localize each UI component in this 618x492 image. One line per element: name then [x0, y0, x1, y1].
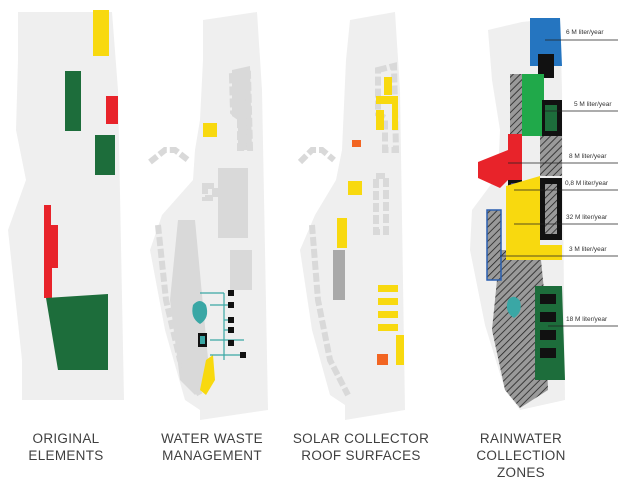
- zone-hatched: [510, 74, 522, 134]
- caption-original-elements: ORIGINAL ELEMENTS: [0, 430, 136, 464]
- caption-line: ORIGINAL: [32, 431, 100, 446]
- solar-surface: [396, 335, 404, 365]
- caption-line: WATER WASTE: [161, 431, 263, 446]
- caption-line: RAINWATER: [479, 431, 563, 446]
- solar-surface: [378, 298, 398, 305]
- zone-5m: [522, 74, 544, 136]
- zone-8m: [478, 134, 522, 188]
- zone-black: [538, 54, 554, 78]
- building-outline: [228, 70, 254, 151]
- caption-line: ROOF SURFACES: [301, 448, 421, 463]
- panel-rainwater-collection: [470, 18, 618, 410]
- solar-surface: [348, 181, 362, 195]
- building-block: [230, 250, 252, 290]
- building-outline: [155, 224, 203, 397]
- caption-line: COLLECTION: [476, 448, 566, 463]
- pipe-nodes: [198, 290, 246, 358]
- zone-5m-hatched: [545, 105, 557, 131]
- red-element-1: [106, 96, 118, 124]
- green-element-2: [95, 135, 115, 175]
- panel-original-elements: [8, 10, 124, 400]
- yellow-element: [93, 10, 109, 56]
- panel-water-waste-management: [148, 12, 268, 420]
- solar-surface: [376, 96, 392, 104]
- caption-rainwater-collection: RAINWATER COLLECTION ZONES: [451, 430, 591, 481]
- yellow-element: [200, 355, 215, 395]
- caption-water-waste-management: WATER WASTE MANAGEMENT: [142, 430, 282, 464]
- zone-hatched: [540, 136, 562, 176]
- solar-surface: [378, 311, 398, 318]
- yellow-element: [203, 123, 217, 137]
- building-outline: [309, 224, 351, 397]
- teal-element: [192, 301, 208, 324]
- volume-label: 6 M liter/year: [566, 29, 604, 36]
- caption-line: SOLAR COLLECTOR: [292, 431, 430, 446]
- volume-label: 3 M liter/year: [569, 246, 607, 253]
- orange-element: [352, 140, 361, 147]
- volume-label: 5 M liter/year: [574, 101, 612, 108]
- building-outline: [202, 183, 218, 201]
- site-outline: [300, 12, 405, 420]
- building-outline: [297, 147, 336, 165]
- zone-32m: [506, 176, 562, 260]
- building-outline: [227, 175, 243, 231]
- volume-label: 18 M liter/year: [566, 316, 608, 323]
- volume-label: 32 M liter/year: [566, 214, 608, 221]
- pipe-network: [200, 292, 244, 360]
- caption-line: ZONES: [496, 465, 545, 480]
- grey-surface: [333, 250, 345, 300]
- leader-lines: [500, 39, 618, 327]
- zone-black-inner: [545, 184, 557, 234]
- solar-surface: [392, 96, 398, 130]
- green-element-3: [46, 294, 108, 370]
- building-outline: [373, 173, 389, 235]
- panel-solar-collector: [297, 12, 405, 420]
- zone-3m: [486, 209, 502, 281]
- solar-surface: [378, 285, 398, 292]
- caption-line: MANAGEMENT: [162, 448, 262, 463]
- zone-18m-black-bars: [540, 294, 556, 358]
- solar-surface: [384, 77, 392, 95]
- solar-surface: [337, 218, 347, 248]
- caption-solar-collector: SOLAR COLLECTOR ROOF SURFACES: [291, 430, 431, 464]
- solar-surface: [378, 324, 398, 331]
- volume-label: 0,8 M liter/year: [565, 180, 608, 187]
- volume-label: 8 M liter/year: [569, 153, 607, 160]
- teal-element: [506, 296, 521, 318]
- building-outline: [148, 147, 190, 165]
- red-element-2: [44, 205, 58, 298]
- caption-line: ELEMENTS: [28, 448, 104, 463]
- green-element-1: [65, 71, 81, 131]
- zone-hatched: [492, 250, 548, 408]
- orange-element: [377, 354, 388, 365]
- solar-surface: [376, 110, 384, 130]
